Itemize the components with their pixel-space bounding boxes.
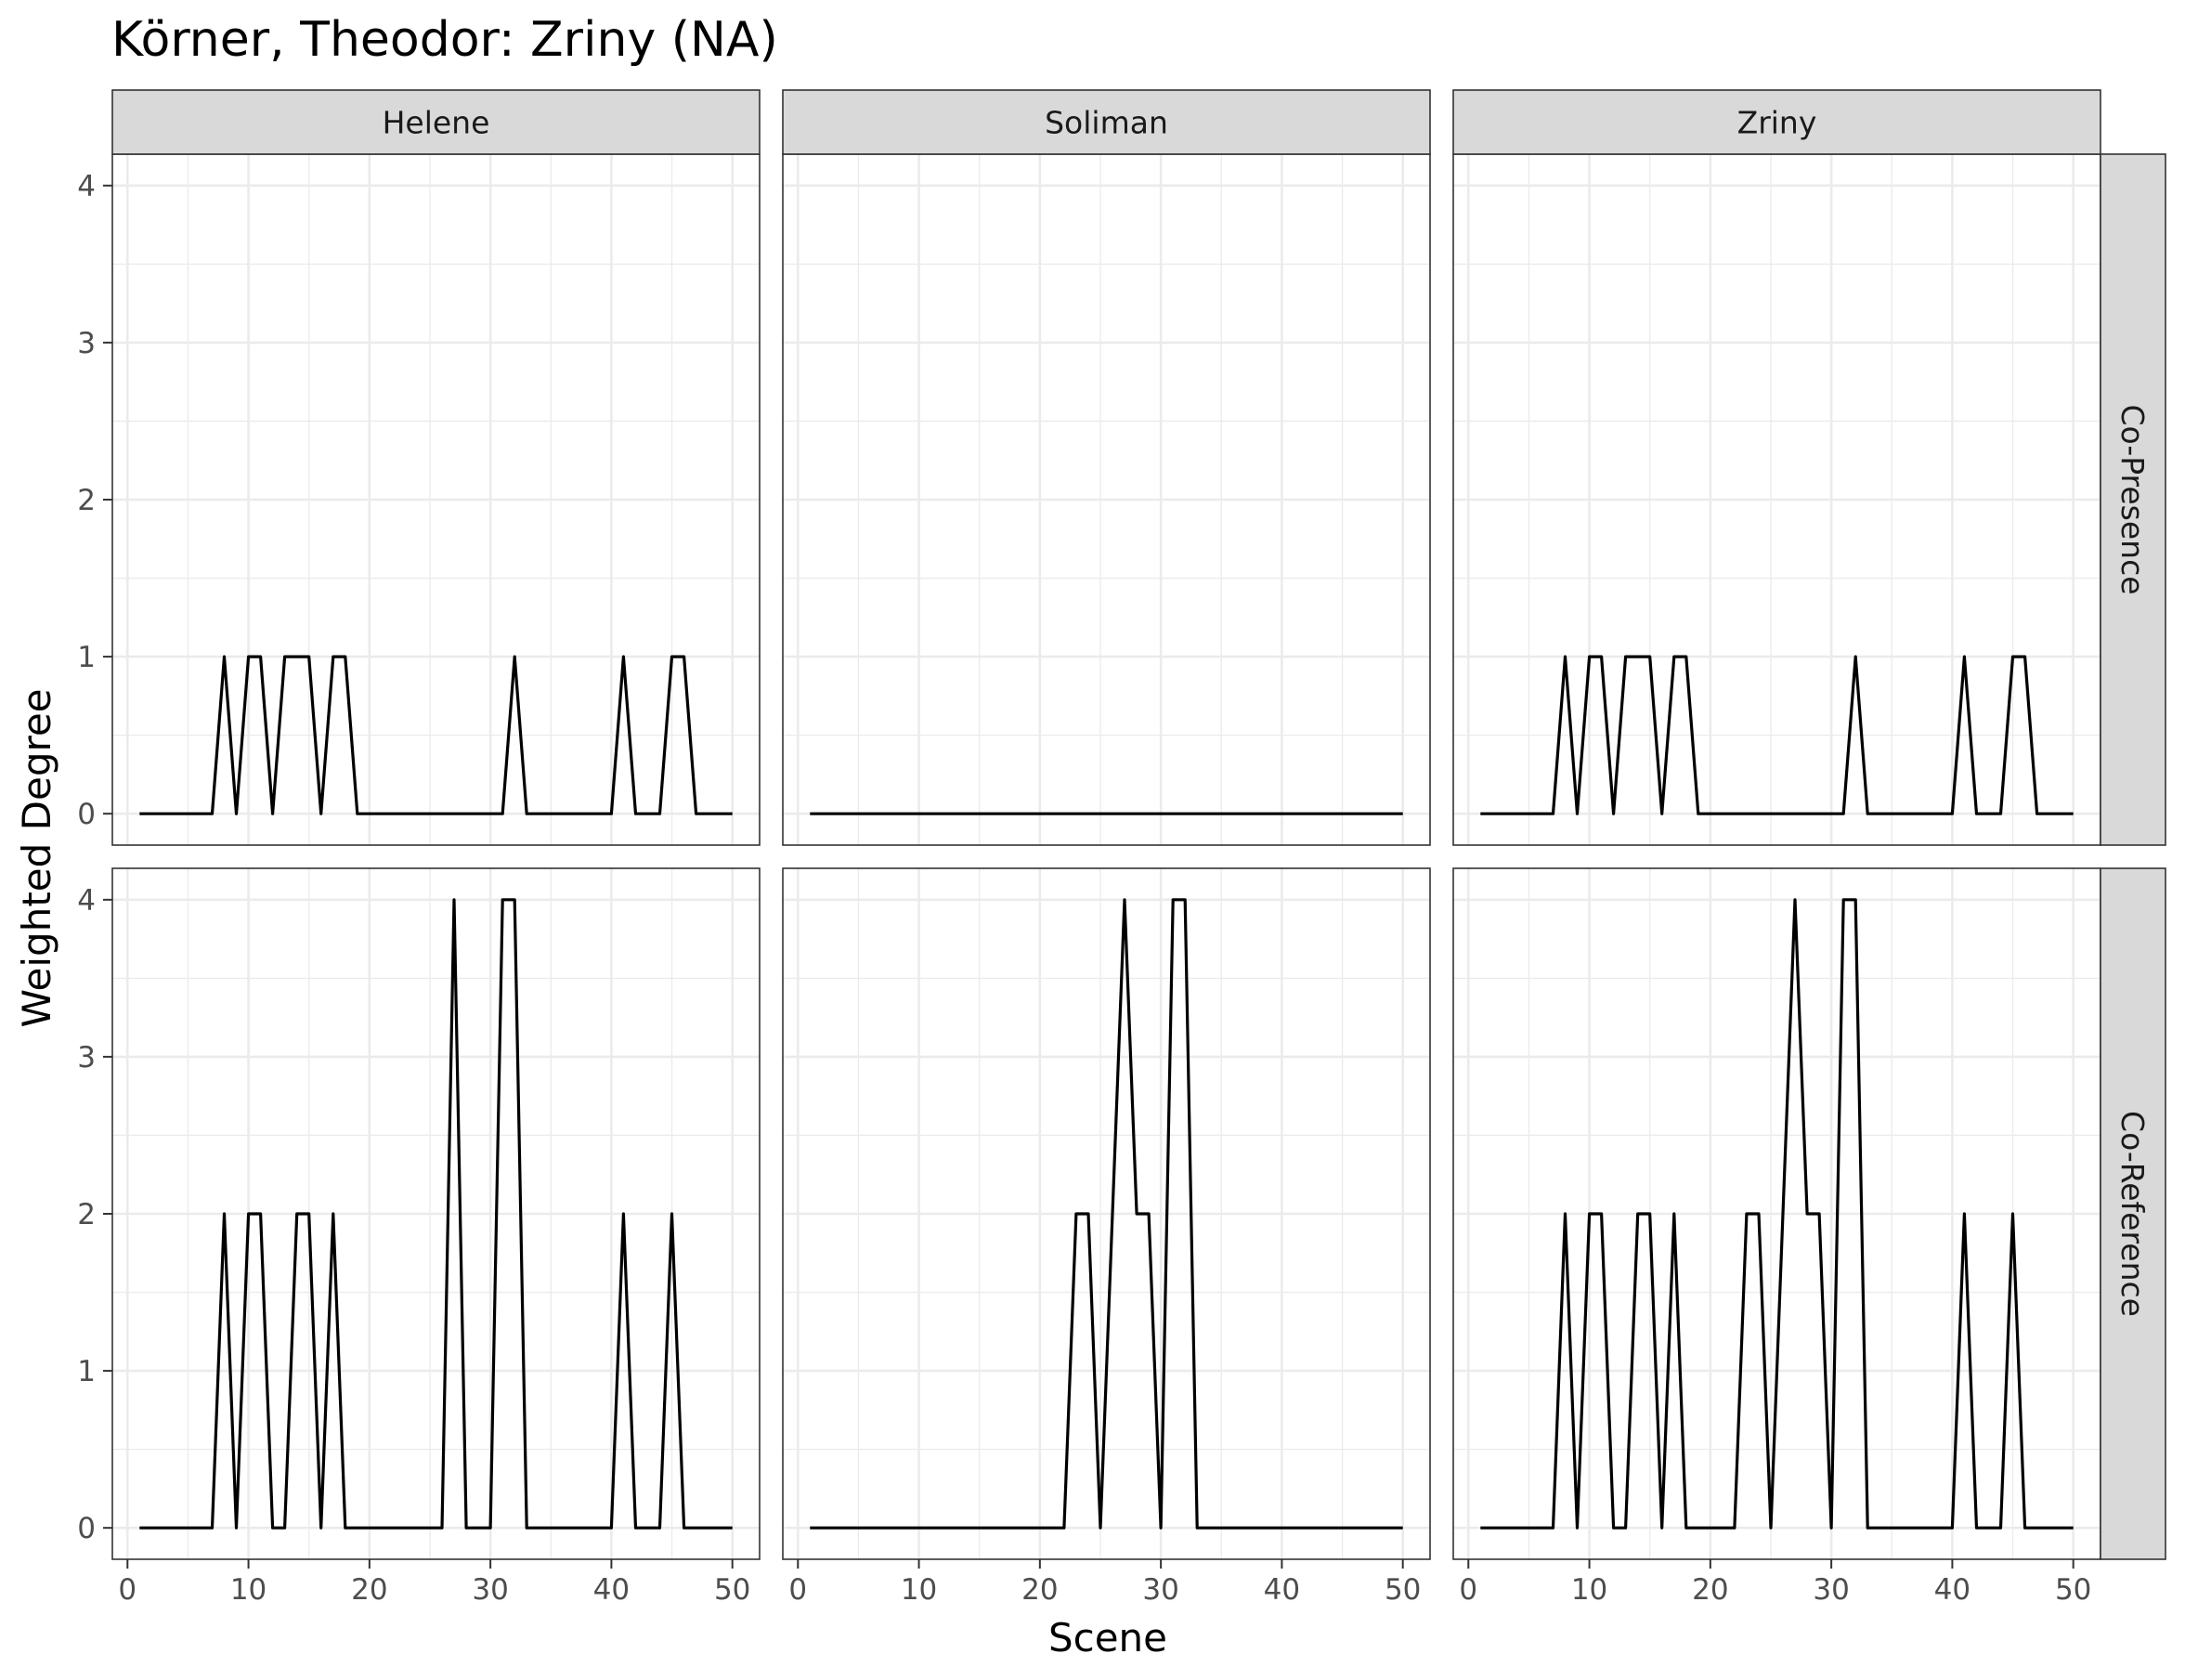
y-tick-label: 1: [77, 641, 96, 674]
strip-zriny: Zriny: [1452, 89, 2101, 155]
y-tick-label: 2: [77, 484, 96, 517]
y-tick-label: 3: [77, 1041, 96, 1074]
x-tick-label: 40: [1264, 1573, 1300, 1607]
panel-co-presence-helene: 0 1 2 3 4: [77, 153, 761, 846]
chart-title: Körner, Theodor: Zriny (NA): [111, 12, 778, 68]
strip-helene: Helene: [111, 89, 761, 155]
x-tick-label: 30: [472, 1573, 508, 1607]
y-tick-label: 0: [77, 798, 96, 831]
y-tick-label: 4: [77, 884, 96, 918]
x-tick-label: 10: [230, 1573, 267, 1607]
strip-background: [1452, 89, 2101, 155]
y-tick-label: 0: [77, 1512, 96, 1545]
strip-soliman: Soliman: [782, 89, 1431, 155]
panel-border: [782, 867, 1431, 1560]
x-tick-label: 50: [1385, 1573, 1421, 1607]
y-tick-label: 2: [77, 1198, 96, 1231]
strip-background: [782, 89, 1431, 155]
y-tick-label: 1: [77, 1355, 96, 1388]
series-line-co-reference-zriny: [1480, 898, 2074, 1530]
strip-label: Helene: [383, 105, 490, 141]
strip-label: Soliman: [1045, 105, 1168, 141]
x-tick-label: 10: [1571, 1573, 1607, 1607]
x-tick-label: 30: [1813, 1573, 1849, 1607]
strip-co-reference: Co-Reference: [2100, 867, 2166, 1560]
x-tick-label: 50: [2055, 1573, 2091, 1607]
y-axis-title: Weighted Degree: [14, 688, 59, 1027]
series-line-co-reference-soliman: [810, 898, 1403, 1530]
x-tick-label: 0: [788, 1573, 807, 1607]
x-tick-label: 20: [1692, 1573, 1728, 1607]
strip-background: [2100, 867, 2166, 1560]
panel-co-presence-zriny: [1452, 153, 2101, 846]
x-tick-label: 20: [1021, 1573, 1058, 1607]
x-tick-label: 40: [1934, 1573, 1970, 1607]
strip-label: Co-Presence: [2114, 404, 2151, 594]
strip-background: [111, 89, 761, 155]
panel-co-presence-soliman: [782, 153, 1431, 846]
x-tick-label: 0: [1459, 1573, 1477, 1607]
x-tick-label: 40: [593, 1573, 630, 1607]
panel-co-reference-soliman: 0 10 20 30 40 50: [782, 867, 1431, 1607]
strip-background: [2100, 153, 2166, 846]
x-tick-label: 20: [351, 1573, 387, 1607]
x-axis-title: Scene: [1048, 1615, 1167, 1660]
strip-label: Zriny: [1737, 105, 1817, 141]
series-line-co-reference-helene: [139, 898, 733, 1530]
strip-co-presence: Co-Presence: [2100, 153, 2166, 846]
x-tick-label: 30: [1142, 1573, 1178, 1607]
x-tick-label: 50: [714, 1573, 750, 1607]
series-line-co-presence-helene: [139, 655, 733, 815]
panel-co-reference-zriny: 0 10 20 30 40 50: [1452, 867, 2101, 1607]
y-tick-label: 4: [77, 170, 96, 203]
series-line-co-presence-zriny: [1480, 655, 2074, 815]
x-tick-label: 0: [118, 1573, 137, 1607]
strip-label: Co-Reference: [2114, 1111, 2151, 1317]
x-tick-label: 10: [901, 1573, 937, 1607]
y-tick-label: 3: [77, 327, 96, 360]
